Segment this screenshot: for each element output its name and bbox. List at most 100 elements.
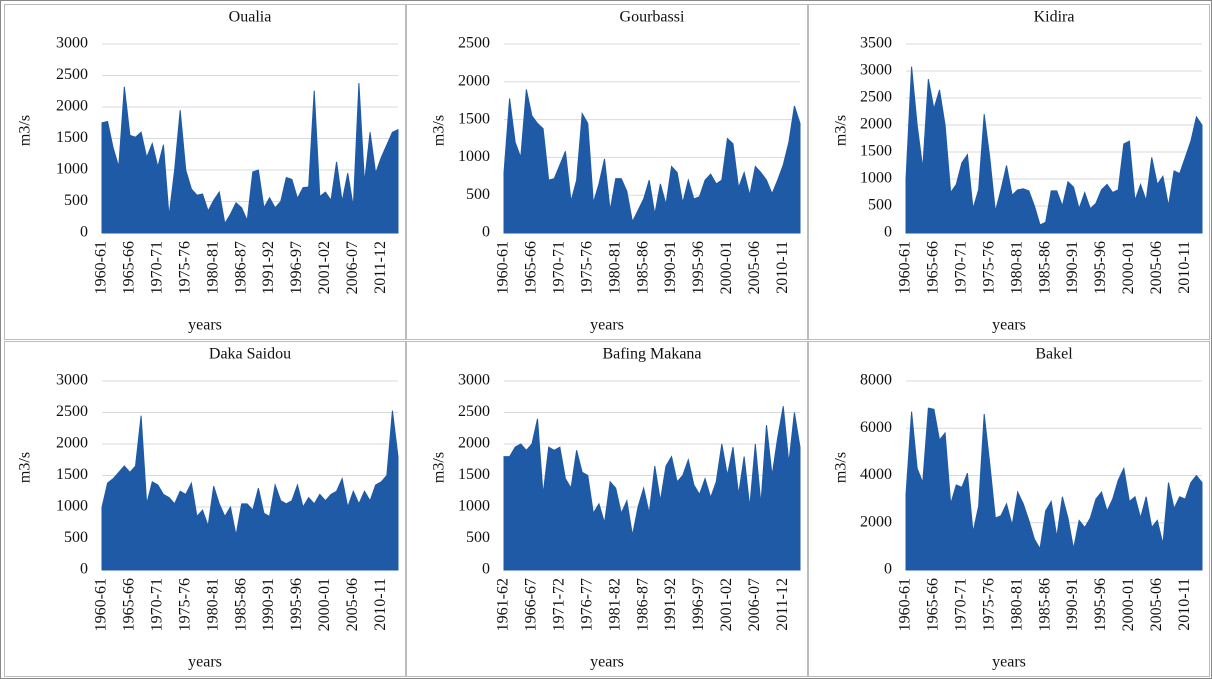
y-tick-label: 2000	[458, 72, 490, 89]
x-tick-label: 1975-76	[176, 578, 193, 631]
x-tick-label: 1965-66	[121, 241, 138, 294]
x-tick-label: 2000-01	[1120, 578, 1137, 631]
x-tick-label: 2001-02	[718, 578, 735, 631]
y-tick-label: 0	[482, 561, 490, 578]
x-tick-label: 1985-86	[1036, 241, 1053, 294]
y-tick-label: 0	[482, 224, 490, 241]
x-tick-label: 2010-11	[774, 241, 791, 294]
x-tick-label: 1960-61	[897, 578, 914, 631]
x-tick-label: 1985-86	[1036, 578, 1053, 631]
y-tick-label: 3000	[56, 372, 88, 389]
y-tick-label: 0	[884, 224, 892, 241]
area	[503, 406, 801, 571]
y-tick-label: 500	[466, 529, 490, 546]
x-tick-label: 2001-02	[316, 241, 333, 294]
y-tick-label: 3000	[860, 62, 892, 79]
y-axis-label: m3/s	[17, 115, 34, 146]
x-tick-label: 1981-82	[606, 578, 623, 631]
y-tick-label: 2000	[56, 98, 88, 115]
x-tick-label: 1961-62	[495, 578, 512, 631]
x-tick-label: 1960-61	[897, 241, 914, 294]
y-tick-label: 2500	[56, 403, 88, 420]
area	[905, 407, 1203, 571]
chart-title: Bafing Makana	[602, 346, 701, 363]
panel-border	[406, 4, 808, 340]
chart-title: Daka Saidou	[209, 346, 291, 363]
y-tick-label: 1500	[860, 143, 892, 160]
x-tick-label: 2005-06	[1148, 241, 1165, 294]
x-tick-label: 1970-71	[149, 241, 166, 294]
y-axis-label: m3/s	[833, 452, 850, 483]
y-tick-label: 0	[80, 561, 88, 578]
chart-title: Oualia	[229, 9, 272, 26]
panel: Bafing Makana 0 500 1000 1500 2000 2500 3000 196…	[406, 341, 808, 677]
x-tick-label: 2000-01	[1120, 241, 1137, 294]
x-tick-label: 1965-66	[121, 578, 138, 631]
x-tick-label: 1960-61	[93, 241, 110, 294]
x-tick-label: 1970-71	[149, 578, 166, 631]
x-tick-label: 1960-61	[93, 578, 110, 631]
x-tick-label: 2010-11	[1176, 241, 1193, 294]
x-tick-label: 2011-12	[774, 578, 791, 631]
x-tick-label: 1995-96	[288, 578, 305, 631]
x-tick-label: 1970-71	[953, 241, 970, 294]
y-tick-label: 1500	[458, 110, 490, 127]
x-axis-label: years	[992, 317, 1026, 334]
x-tick-label: 1975-76	[980, 578, 997, 631]
y-tick-label: 6000	[860, 419, 892, 436]
x-tick-label: 1986-87	[634, 578, 651, 631]
area	[101, 410, 399, 571]
y-tick-label: 8000	[860, 372, 892, 389]
y-tick-label: 500	[868, 197, 892, 214]
x-tick-label: 1985-86	[634, 241, 651, 294]
y-tick-label: 1000	[860, 170, 892, 187]
panel: Bakel 0 2000 4000 6000 8000 1960-61 1965-66 1970…	[808, 341, 1210, 677]
y-tick-label: 2500	[860, 89, 892, 106]
y-tick-label: 1000	[458, 498, 490, 515]
x-tick-label: 1980-81	[204, 578, 221, 631]
x-tick-label: 1975-76	[980, 241, 997, 294]
x-tick-label: 1985-86	[232, 578, 249, 631]
x-tick-label: 1980-81	[606, 241, 623, 294]
y-tick-label: 2500	[56, 66, 88, 83]
x-tick-label: 2011-12	[372, 241, 389, 294]
area	[101, 83, 399, 234]
chart-title: Bakel	[1035, 346, 1073, 363]
panel: Kidira 0 500 1000 1500 2000 2500 3000 3500 1960-6…	[808, 4, 1210, 340]
x-tick-label: 1965-66	[925, 578, 942, 631]
y-tick-label: 1000	[56, 161, 88, 178]
x-tick-label: 1996-97	[690, 578, 707, 631]
panel-border	[4, 4, 406, 340]
x-tick-label: 1990-91	[260, 578, 277, 631]
x-tick-label: 2005-06	[344, 578, 361, 631]
x-tick-label: 2006-07	[344, 241, 361, 294]
y-tick-label: 500	[64, 529, 88, 546]
y-tick-label: 1500	[56, 129, 88, 146]
x-tick-label: 1970-71	[551, 241, 568, 294]
y-tick-label: 500	[64, 192, 88, 209]
y-tick-label: 3000	[458, 372, 490, 389]
y-tick-label: 2000	[860, 116, 892, 133]
panel: Gourbassi 0 500 1000 1500 2000 2500 1960-61 1965…	[406, 4, 808, 340]
y-tick-label: 3000	[56, 35, 88, 52]
x-axis-label: years	[188, 317, 222, 334]
x-tick-label: 1990-91	[1064, 241, 1081, 294]
x-tick-label: 1966-67	[523, 578, 540, 631]
x-tick-label: 1965-66	[925, 241, 942, 294]
y-tick-label: 2500	[458, 403, 490, 420]
x-tick-label: 2000-01	[718, 241, 735, 294]
x-tick-label: 1975-76	[578, 241, 595, 294]
y-tick-label: 1500	[56, 466, 88, 483]
y-tick-label: 0	[80, 224, 88, 241]
x-tick-label: 1995-96	[690, 241, 707, 294]
x-axis-label: years	[188, 654, 222, 671]
x-tick-label: 1980-81	[1008, 578, 1025, 631]
y-tick-label: 2000	[860, 513, 892, 530]
x-axis-label: years	[992, 654, 1026, 671]
x-tick-label: 1986-87	[232, 241, 249, 294]
x-axis-label: years	[590, 317, 624, 334]
y-axis-label: m3/s	[431, 452, 448, 483]
y-tick-label: 2000	[56, 435, 88, 452]
x-tick-label: 2010-11	[1176, 578, 1193, 631]
